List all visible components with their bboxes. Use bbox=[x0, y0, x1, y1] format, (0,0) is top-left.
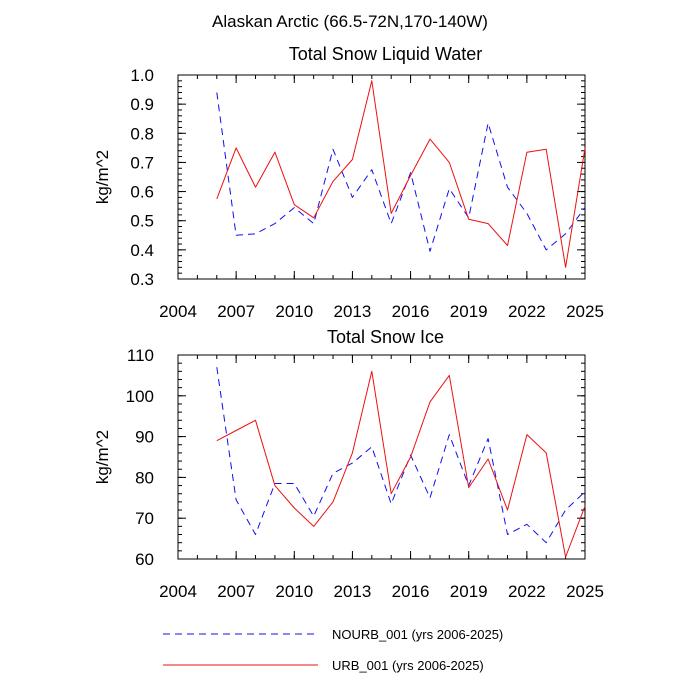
x-tick-label: 2019 bbox=[450, 302, 488, 321]
legend-label-nourb: NOURB_001 (yrs 2006-2025) bbox=[332, 627, 503, 642]
x-tick-label: 2022 bbox=[508, 302, 546, 321]
x-tick-label: 2007 bbox=[217, 302, 255, 321]
y-tick-label: 1.0 bbox=[130, 66, 154, 85]
y-tick-label: 0.6 bbox=[130, 183, 154, 202]
x-tick-label: 2004 bbox=[159, 582, 197, 601]
series-line-urb bbox=[216, 80, 586, 268]
panel-title: Total Snow Liquid Water bbox=[289, 44, 482, 64]
y-tick-label: 0.4 bbox=[130, 241, 154, 260]
y-axis-label: kg/m^2 bbox=[93, 150, 112, 204]
x-tick-label: 2010 bbox=[275, 302, 313, 321]
x-tick-label: 2025 bbox=[566, 582, 604, 601]
y-tick-label: 70 bbox=[135, 509, 154, 528]
series-line-nourb bbox=[216, 92, 586, 252]
figure-title: Alaskan Arctic (66.5-72N,170-140W) bbox=[212, 12, 488, 31]
x-tick-label: 2013 bbox=[334, 302, 372, 321]
y-tick-label: 0.8 bbox=[130, 124, 154, 143]
y-tick-label: 0.3 bbox=[130, 270, 154, 289]
x-tick-label: 2022 bbox=[508, 582, 546, 601]
legend-label-urb: URB_001 (yrs 2006-2025) bbox=[332, 658, 484, 673]
plot-frame bbox=[177, 74, 586, 280]
y-tick-label: 110 bbox=[127, 346, 154, 365]
y-tick-label: 0.9 bbox=[130, 95, 154, 114]
y-tick-label: 90 bbox=[135, 428, 154, 447]
y-tick-label: 80 bbox=[135, 468, 154, 487]
panel-snow-liquid-water: Total Snow Liquid Water kg/m^2 2004 2007 201… bbox=[93, 44, 604, 321]
y-tick-label: 0.5 bbox=[130, 212, 154, 231]
x-tick-label: 2019 bbox=[450, 582, 488, 601]
x-tick-label: 2004 bbox=[159, 302, 197, 321]
panel-snow-ice: Total Snow Ice kg/m^2 2004 2007 2010 2013 2016… bbox=[93, 327, 604, 601]
series-line-nourb bbox=[216, 367, 586, 544]
y-tick-label: 60 bbox=[135, 550, 154, 569]
y-tick-label: 100 bbox=[126, 387, 154, 406]
plot-frame bbox=[177, 354, 586, 560]
x-tick-label: 2025 bbox=[566, 302, 604, 321]
y-tick-label: 0.7 bbox=[130, 153, 154, 172]
legend: NOURB_001 (yrs 2006-2025) URB_001 (yrs 2… bbox=[163, 627, 503, 673]
series-line-urb bbox=[216, 370, 586, 558]
y-axis-label: kg/m^2 bbox=[93, 430, 112, 484]
x-tick-label: 2016 bbox=[392, 582, 430, 601]
x-tick-label: 2007 bbox=[217, 582, 255, 601]
panel-title: Total Snow Ice bbox=[327, 327, 444, 347]
x-tick-label: 2016 bbox=[392, 302, 430, 321]
x-tick-label: 2010 bbox=[275, 582, 313, 601]
x-tick-label: 2013 bbox=[334, 582, 372, 601]
